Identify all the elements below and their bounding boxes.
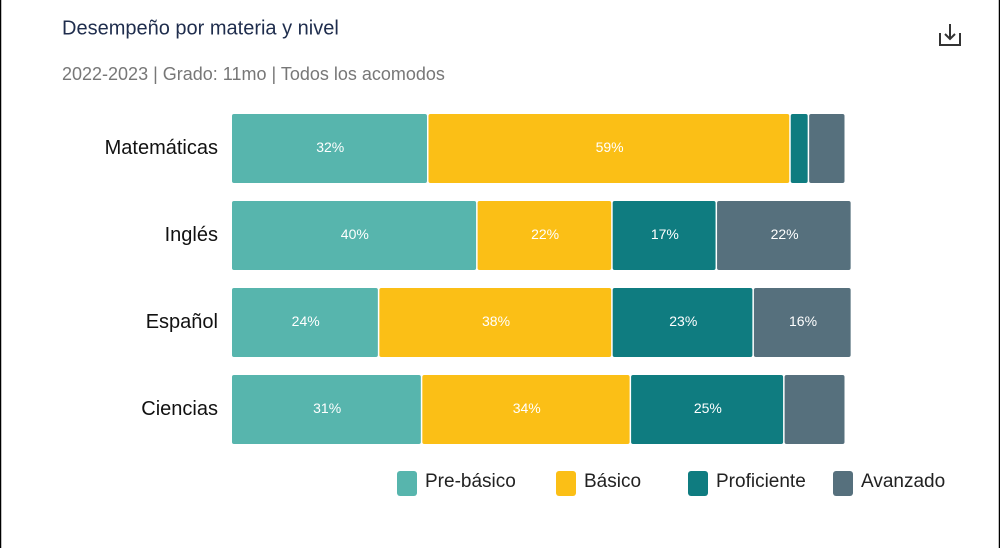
- data-label: 40%: [341, 226, 369, 242]
- bar-segment: [422, 375, 630, 444]
- data-label: 59%: [596, 139, 624, 155]
- category-label: Español: [146, 311, 218, 333]
- legend-label: Básico: [584, 471, 641, 492]
- category-label: Ciencias: [141, 398, 218, 420]
- data-label: 32%: [316, 139, 344, 155]
- legend-swatch: [688, 471, 708, 496]
- bar-segment: [232, 201, 477, 270]
- bar-segment: [612, 288, 753, 357]
- data-label: 22%: [531, 226, 559, 242]
- bar-segment: [379, 288, 612, 357]
- bar-segment: [232, 288, 378, 357]
- legend-label: Proficiente: [716, 471, 806, 492]
- category-label: Matemáticas: [105, 137, 218, 159]
- legend-swatch: [397, 471, 417, 496]
- chart-title: Desempeño por materia y nivel: [62, 17, 339, 39]
- chart-subtitle: 2022-2023 | Grado: 11mo | Todos los acom…: [62, 64, 445, 84]
- data-label: 38%: [482, 313, 510, 329]
- bar-segment: [477, 201, 612, 270]
- legend-swatch: [833, 471, 853, 496]
- bar-segment: [428, 114, 790, 183]
- legend-label: Avanzado: [861, 471, 945, 492]
- download-button[interactable]: [939, 24, 961, 46]
- data-label: 31%: [313, 400, 341, 416]
- data-label: 24%: [292, 313, 320, 329]
- data-label: 16%: [789, 313, 817, 329]
- legend-label: Pre-básico: [425, 471, 516, 492]
- bar-segment: [753, 288, 851, 357]
- data-label: 22%: [771, 226, 799, 242]
- bar-segment: [612, 201, 716, 270]
- data-label: 17%: [651, 226, 679, 242]
- download-tray: [939, 33, 961, 46]
- data-label: 23%: [669, 313, 697, 329]
- bar-segment: [790, 114, 808, 183]
- category-label: Inglés: [165, 224, 218, 246]
- bar-segment: [784, 375, 845, 444]
- bar-segment: [809, 114, 845, 183]
- data-label: 25%: [694, 400, 722, 416]
- bar-segment: [232, 375, 421, 444]
- download-arrow: [944, 24, 956, 41]
- bar-segment: [232, 114, 427, 183]
- bar-segment: [631, 375, 784, 444]
- bar-segment: [717, 201, 851, 270]
- data-label: 34%: [513, 400, 541, 416]
- legend-swatch: [556, 471, 576, 496]
